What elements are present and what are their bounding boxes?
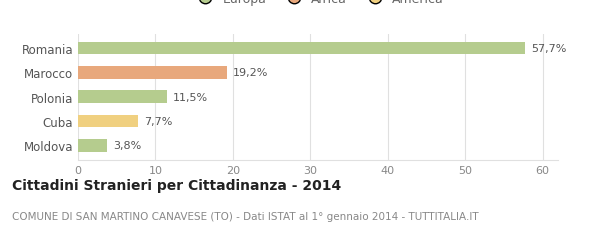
Text: COMUNE DI SAN MARTINO CANAVESE (TO) - Dati ISTAT al 1° gennaio 2014 - TUTTITALIA: COMUNE DI SAN MARTINO CANAVESE (TO) - Da… [12,211,479,221]
Text: 11,5%: 11,5% [173,92,208,102]
Text: 3,8%: 3,8% [113,141,142,151]
Legend: Europa, Africa, America: Europa, Africa, America [187,0,449,11]
Text: Cittadini Stranieri per Cittadinanza - 2014: Cittadini Stranieri per Cittadinanza - 2… [12,179,341,193]
Bar [78,43,525,55]
Bar [78,139,107,152]
Text: 19,2%: 19,2% [233,68,268,78]
Bar [78,91,167,104]
Text: 57,7%: 57,7% [531,44,566,54]
Text: 7,7%: 7,7% [144,117,172,127]
Bar [78,67,227,79]
Bar [78,115,137,128]
